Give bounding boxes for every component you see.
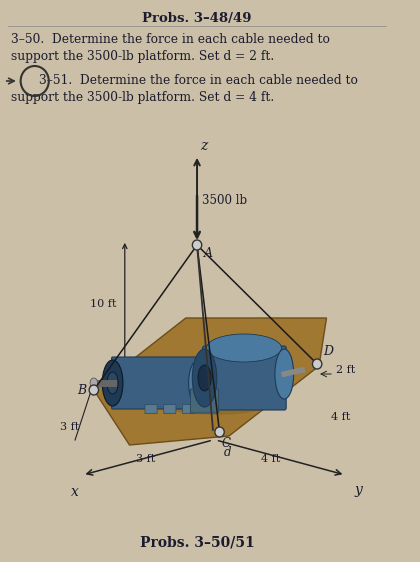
Text: 2 ft: 2 ft <box>336 365 355 375</box>
Text: A: A <box>204 247 213 260</box>
Ellipse shape <box>155 385 277 415</box>
Ellipse shape <box>198 365 211 391</box>
Text: support the 3500-lb platform. Set d = 2 ft.: support the 3500-lb platform. Set d = 2 … <box>11 50 275 63</box>
Text: B: B <box>77 383 87 397</box>
Ellipse shape <box>90 378 97 388</box>
Circle shape <box>89 385 99 395</box>
Ellipse shape <box>275 349 294 399</box>
FancyBboxPatch shape <box>145 405 157 414</box>
Text: D: D <box>323 345 333 358</box>
Text: d: d <box>223 446 231 459</box>
Text: 3–50.  Determine the force in each cable needed to: 3–50. Determine the force in each cable … <box>11 33 330 46</box>
Text: 4 ft: 4 ft <box>331 412 350 422</box>
FancyBboxPatch shape <box>183 405 195 414</box>
Text: Probs. 3–50/51: Probs. 3–50/51 <box>140 535 255 549</box>
Ellipse shape <box>107 372 118 394</box>
Text: support the 3500-lb platform. Set d = 4 ft.: support the 3500-lb platform. Set d = 4 … <box>11 91 275 104</box>
Ellipse shape <box>102 360 123 406</box>
Circle shape <box>192 240 202 250</box>
Text: 10 ft: 10 ft <box>90 299 116 309</box>
Circle shape <box>312 359 322 369</box>
Ellipse shape <box>192 349 217 407</box>
Text: 3 ft: 3 ft <box>136 454 155 464</box>
Text: 3 ft: 3 ft <box>60 422 79 432</box>
Text: 4 ft: 4 ft <box>260 454 280 464</box>
Text: 3–51.  Determine the force in each cable needed to: 3–51. Determine the force in each cable … <box>39 74 358 87</box>
Polygon shape <box>94 318 326 445</box>
FancyBboxPatch shape <box>203 346 286 410</box>
Text: Probs. 3–48/49: Probs. 3–48/49 <box>142 12 252 25</box>
Text: 3500 lb: 3500 lb <box>202 194 247 207</box>
Ellipse shape <box>189 361 205 405</box>
FancyBboxPatch shape <box>112 357 198 409</box>
Text: x: x <box>71 485 79 499</box>
FancyBboxPatch shape <box>190 389 219 413</box>
Circle shape <box>215 427 224 437</box>
Ellipse shape <box>206 334 281 362</box>
Text: y: y <box>354 483 362 497</box>
Text: z: z <box>200 139 207 153</box>
FancyBboxPatch shape <box>164 405 176 414</box>
Text: C: C <box>221 437 231 450</box>
